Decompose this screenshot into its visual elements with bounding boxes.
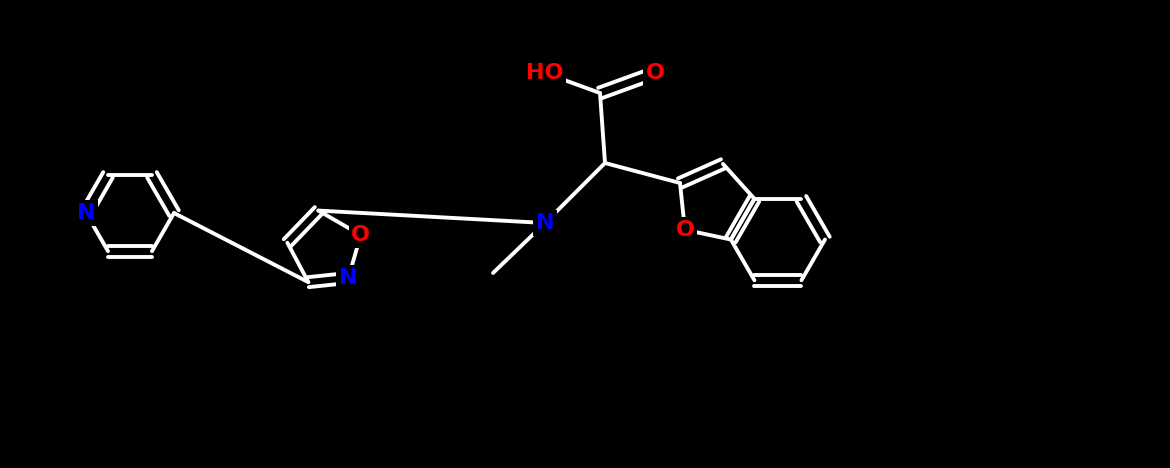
Text: O: O bbox=[646, 63, 665, 83]
Text: O: O bbox=[675, 220, 695, 240]
Text: N: N bbox=[77, 203, 95, 223]
Text: N: N bbox=[339, 268, 358, 288]
Text: HO: HO bbox=[526, 63, 564, 83]
Text: O: O bbox=[351, 225, 370, 245]
Text: N: N bbox=[536, 213, 555, 233]
